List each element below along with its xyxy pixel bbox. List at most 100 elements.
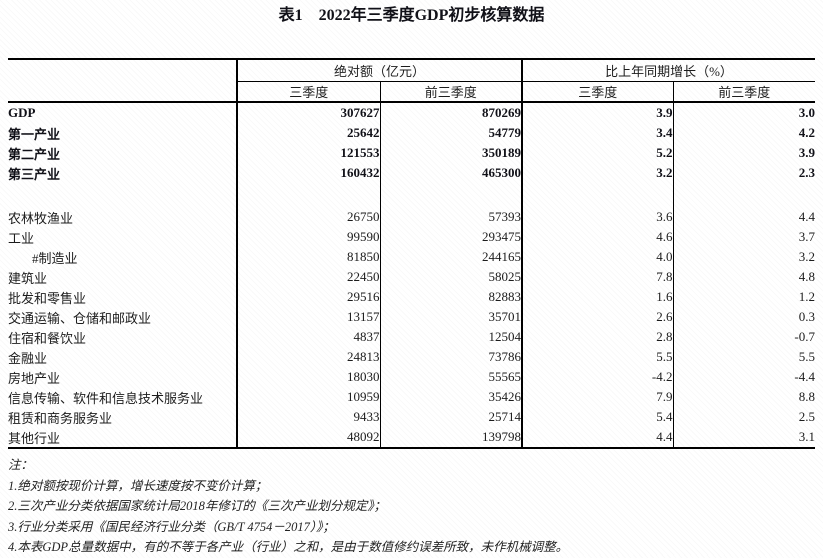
row-label: 第一产业 xyxy=(8,123,238,143)
table-row: #制造业 81850 244165 4.0 3.2 xyxy=(8,247,815,267)
row-label: 第三产业 xyxy=(8,163,238,183)
abs-q3-cell: 18030 xyxy=(237,367,381,387)
note-item: 3.行业分类采用《国民经济行业分类（GB/T 4754－2017）》； xyxy=(8,519,335,534)
table-row: 租赁和商务服务业 9433 25714 5.4 2.5 xyxy=(8,407,815,427)
growth-q3-cell: -4.2 xyxy=(522,367,674,387)
abs-q3-cell: 29516 xyxy=(237,287,381,307)
spacer-row xyxy=(8,183,815,207)
table-row: 批发和零售业 29516 82883 1.6 1.2 xyxy=(8,287,815,307)
abs-q3-cell: 4837 xyxy=(237,327,381,347)
row-label: GDP xyxy=(8,102,238,123)
row-label: 工业 xyxy=(8,227,238,247)
subheader-growth-ytd: 前三季度 xyxy=(673,81,816,103)
growth-q3-cell: 3.2 xyxy=(522,163,674,183)
row-label: 第二产业 xyxy=(8,143,238,163)
table-row: 第三产业 160432 465300 3.2 2.3 xyxy=(8,163,815,183)
growth-q3-cell: 3.9 xyxy=(522,102,674,123)
growth-q3-cell: 5.5 xyxy=(522,347,674,367)
growth-ytd-cell: 3.7 xyxy=(798,229,816,244)
abs-q3-cell: 307627 xyxy=(237,102,381,123)
row-label: 信息传输、软件和信息技术服务业 xyxy=(8,387,238,407)
row-label: 住宿和餐饮业 xyxy=(8,327,238,347)
group-header-growth: 比上年同期增长（%） xyxy=(522,59,816,82)
growth-ytd-cell: 4.4 xyxy=(798,209,816,224)
table-row: 信息传输、软件和信息技术服务业 10959 35426 7.9 8.8 xyxy=(8,387,815,407)
growth-q3-cell: 5.4 xyxy=(522,407,674,427)
growth-q3-cell: 4.6 xyxy=(522,227,674,247)
abs-ytd-cell: 73786 xyxy=(380,347,524,367)
subheader-abs-q3: 三季度 xyxy=(237,81,381,103)
growth-ytd-cell: -0.7 xyxy=(794,329,816,344)
abs-ytd-cell: 25714 xyxy=(380,407,524,427)
table-row: 房地产业 18030 55565 -4.2 -4.4 xyxy=(8,367,815,387)
abs-ytd-cell: 55565 xyxy=(380,367,524,387)
abs-ytd-cell: 57393 xyxy=(380,207,524,227)
growth-ytd-cell: 3.2 xyxy=(798,249,816,264)
table-row: 住宿和餐饮业 4837 12504 2.8 -0.7 xyxy=(8,327,815,347)
group-header-row: 绝对额（亿元） 比上年同期增长（%） xyxy=(8,59,816,103)
row-label: #制造业 xyxy=(8,247,238,267)
abs-ytd-cell: 35701 xyxy=(380,307,524,327)
growth-ytd-cell: 2.3 xyxy=(798,165,816,180)
row-label: 房地产业 xyxy=(8,367,238,387)
page-title: 表1 2022年三季度GDP初步核算数据 xyxy=(278,7,545,24)
table-row: 第二产业 121553 350189 5.2 3.9 xyxy=(8,143,815,163)
growth-ytd-cell: 4.8 xyxy=(798,269,816,284)
abs-ytd-cell: 12504 xyxy=(380,327,524,347)
growth-q3-cell: 3.6 xyxy=(522,207,674,227)
sub-header-row: 三季度 前三季度 三季度 前三季度 xyxy=(8,81,816,103)
table-row: GDP 307627 870269 3.9 3.0 xyxy=(8,102,815,123)
growth-ytd-cell: 8.8 xyxy=(798,389,816,404)
note-item: 2.三次产业分类依据国家统计局2018年修订的《三次产业划分规定》； xyxy=(8,499,387,513)
abs-ytd-cell: 58025 xyxy=(380,267,524,287)
abs-q3-cell: 22450 xyxy=(237,267,381,287)
row-label: 农林牧渔业 xyxy=(8,207,238,227)
abs-q3-cell: 25642 xyxy=(237,123,381,143)
row-label: 建筑业 xyxy=(8,267,238,287)
subheader-growth-q3: 三季度 xyxy=(522,81,674,103)
abs-ytd-cell: 465300 xyxy=(380,163,524,183)
growth-q3-cell: 5.2 xyxy=(522,143,674,163)
abs-q3-cell: 48092 xyxy=(237,427,381,448)
table-row: 第一产业 25642 54779 3.4 4.2 xyxy=(8,123,815,143)
abs-ytd-cell: 870269 xyxy=(380,102,524,123)
table-row: 农林牧渔业 26750 57393 3.6 4.4 xyxy=(8,207,815,227)
abs-ytd-cell: 244165 xyxy=(380,247,524,267)
growth-ytd-cell: 3.1 xyxy=(798,429,816,444)
abs-q3-cell: 13157 xyxy=(237,307,381,327)
abs-ytd-cell: 54779 xyxy=(380,123,524,143)
growth-ytd-cell: 5.5 xyxy=(798,349,816,364)
notes-heading: 注： xyxy=(8,458,34,472)
row-label: 租赁和商务服务业 xyxy=(8,407,238,427)
row-label: 金融业 xyxy=(8,347,238,367)
growth-q3-cell: 3.4 xyxy=(522,123,674,143)
growth-ytd-cell: 1.2 xyxy=(798,289,816,304)
row-label: 其他行业 xyxy=(8,427,238,448)
abs-q3-cell: 99590 xyxy=(237,227,381,247)
corner-cell xyxy=(8,59,238,103)
subheader-abs-ytd: 前三季度 xyxy=(380,81,524,103)
growth-ytd-cell: 4.2 xyxy=(798,125,816,140)
abs-q3-cell: 9433 xyxy=(237,407,381,427)
growth-q3-cell: 4.0 xyxy=(522,247,674,267)
growth-ytd-cell: 3.0 xyxy=(798,105,816,120)
growth-ytd-cell: -4.4 xyxy=(794,369,816,384)
table-header: 绝对额（亿元） 比上年同期增长（%） 三季度 前三季度 三季度 前三季度 xyxy=(8,59,816,103)
growth-ytd-cell: 0.3 xyxy=(798,309,816,324)
table-row: 工业 99590 293475 4.6 3.7 xyxy=(8,227,815,247)
abs-ytd-cell: 35426 xyxy=(380,387,524,407)
growth-q3-cell: 2.6 xyxy=(522,307,674,327)
growth-q3-cell: 7.9 xyxy=(522,387,674,407)
growth-q3-cell: 1.6 xyxy=(522,287,674,307)
row-label: 批发和零售业 xyxy=(8,287,238,307)
abs-q3-cell: 26750 xyxy=(237,207,381,227)
abs-q3-cell: 160432 xyxy=(237,163,381,183)
table-notes: 注： 1.绝对额按现价计算，增长速度按不变价计算； 2.三次产业分类依据国家统计… xyxy=(8,455,823,558)
note-item: 4.本表GDP总量数据中，有的不等于各产业（行业）之和，是由于数值修约误差所致，… xyxy=(8,540,569,554)
abs-q3-cell: 24813 xyxy=(237,347,381,367)
abs-q3-cell: 10959 xyxy=(237,387,381,407)
abs-ytd-cell: 139798 xyxy=(380,427,524,448)
abs-ytd-cell: 82883 xyxy=(380,287,524,307)
note-item: 1.绝对额按现价计算，增长速度按不变价计算； xyxy=(8,478,268,493)
growth-q3-cell: 7.8 xyxy=(522,267,674,287)
